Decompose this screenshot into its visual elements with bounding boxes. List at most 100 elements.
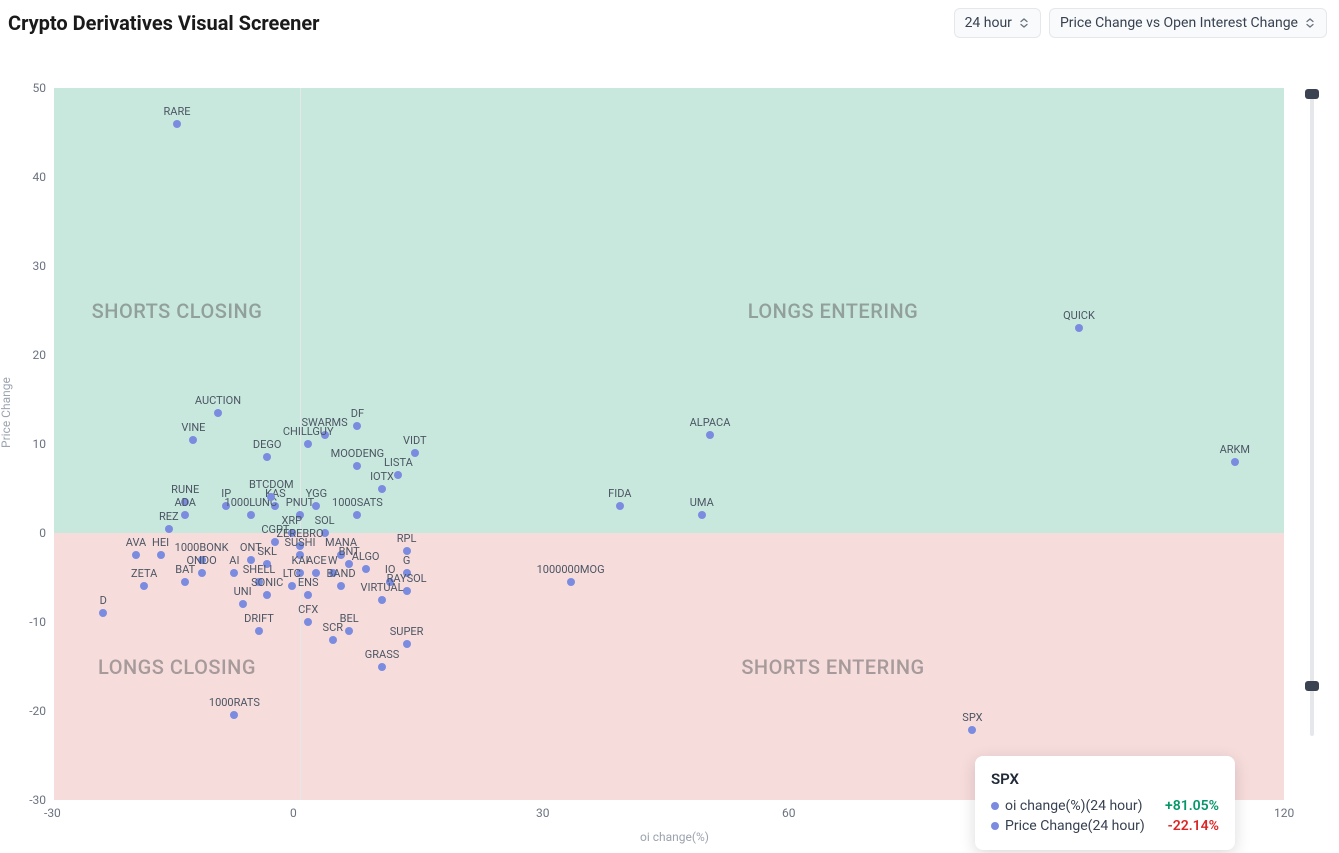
data-point[interactable] — [567, 578, 575, 586]
data-point[interactable] — [132, 551, 140, 559]
data-point[interactable] — [329, 636, 337, 644]
data-point[interactable] — [198, 569, 206, 577]
timeframe-label: 24 hour — [965, 15, 1012, 31]
data-point[interactable] — [214, 409, 222, 417]
data-point[interactable] — [345, 560, 353, 568]
data-point[interactable] — [157, 551, 165, 559]
data-point[interactable] — [1075, 324, 1083, 332]
data-point[interactable] — [267, 493, 275, 501]
data-point[interactable] — [403, 569, 411, 577]
x-tick: 0 — [290, 806, 297, 820]
tooltip-row: Price Change(24 hour) -22.14% — [991, 816, 1219, 836]
tooltip-row-value: +81.05% — [1165, 798, 1219, 814]
data-point[interactable] — [616, 502, 624, 510]
data-point[interactable] — [337, 582, 345, 590]
data-point[interactable] — [337, 551, 345, 559]
tooltip-dot-icon — [991, 822, 999, 830]
data-point[interactable] — [378, 596, 386, 604]
timeframe-dropdown[interactable]: 24 hour — [954, 8, 1041, 38]
data-point[interactable] — [411, 449, 419, 457]
data-point[interactable] — [173, 120, 181, 128]
data-point[interactable] — [99, 609, 107, 617]
y-tick: -10 — [16, 615, 46, 629]
data-point[interactable] — [698, 511, 706, 519]
quadrant-top — [54, 88, 1284, 533]
data-point[interactable] — [296, 569, 304, 577]
data-point[interactable] — [403, 547, 411, 555]
data-point[interactable] — [296, 542, 304, 550]
data-point[interactable] — [321, 529, 329, 537]
data-point[interactable] — [968, 726, 976, 734]
x-axis-label: oi change(%) — [640, 830, 709, 844]
data-point[interactable] — [288, 529, 296, 537]
data-point[interactable] — [247, 556, 255, 564]
x-tick: 120 — [1274, 806, 1294, 820]
x-zero-line — [300, 88, 301, 800]
data-point[interactable] — [321, 431, 329, 439]
data-point[interactable] — [239, 600, 247, 608]
metric-dropdown[interactable]: Price Change vs Open Interest Change — [1049, 8, 1327, 38]
data-point[interactable] — [312, 502, 320, 510]
y-tick: 50 — [16, 81, 46, 95]
data-point[interactable] — [345, 627, 353, 635]
tooltip-row: oi change(%)(24 hour) +81.05% — [991, 796, 1219, 816]
point-tooltip: SPX oi change(%)(24 hour)+81.05%Price Ch… — [975, 756, 1235, 850]
data-point[interactable] — [304, 591, 312, 599]
data-point[interactable] — [296, 511, 304, 519]
data-point[interactable] — [140, 582, 148, 590]
tooltip-row-value: -22.14% — [1168, 818, 1219, 834]
y-tick: 10 — [16, 437, 46, 451]
data-point[interactable] — [288, 582, 296, 590]
data-point[interactable] — [271, 502, 279, 510]
data-point[interactable] — [362, 565, 370, 573]
data-point[interactable] — [263, 453, 271, 461]
data-point[interactable] — [378, 485, 386, 493]
data-point[interactable] — [403, 587, 411, 595]
y-range-handle-bottom[interactable] — [1305, 681, 1319, 691]
y-range-handle-top[interactable] — [1305, 89, 1319, 99]
tooltip-dot-icon — [991, 802, 999, 810]
y-tick: 20 — [16, 348, 46, 362]
data-point[interactable] — [353, 511, 361, 519]
y-range-slider[interactable] — [1310, 90, 1314, 736]
data-point[interactable] — [189, 436, 197, 444]
data-point[interactable] — [263, 560, 271, 568]
data-point[interactable] — [271, 538, 279, 546]
data-point[interactable] — [255, 627, 263, 635]
data-point[interactable] — [403, 640, 411, 648]
data-point[interactable] — [255, 578, 263, 586]
y-tick: 0 — [16, 526, 46, 540]
data-point[interactable] — [304, 440, 312, 448]
data-point[interactable] — [165, 525, 173, 533]
x-tick: 60 — [782, 806, 796, 820]
data-point[interactable] — [353, 462, 361, 470]
tooltip-row-label: oi change(%)(24 hour) — [1005, 798, 1142, 814]
data-point[interactable] — [378, 663, 386, 671]
data-point[interactable] — [304, 618, 312, 626]
chevron-updown-icon — [1304, 17, 1316, 29]
data-point[interactable] — [706, 431, 714, 439]
data-point[interactable] — [263, 591, 271, 599]
data-point[interactable] — [312, 569, 320, 577]
data-point[interactable] — [230, 569, 238, 577]
y-tick: -20 — [16, 704, 46, 718]
data-point[interactable] — [353, 422, 361, 430]
data-point[interactable] — [198, 556, 206, 564]
data-point[interactable] — [1231, 458, 1239, 466]
y-tick: 40 — [16, 170, 46, 184]
data-point[interactable] — [181, 511, 189, 519]
data-point[interactable] — [394, 471, 402, 479]
data-point[interactable] — [386, 578, 394, 586]
data-point[interactable] — [296, 551, 304, 559]
data-point[interactable] — [222, 502, 230, 510]
x-tick: 30 — [536, 806, 550, 820]
data-point[interactable] — [247, 511, 255, 519]
data-point[interactable] — [181, 578, 189, 586]
data-point[interactable] — [181, 498, 189, 506]
scatter-chart[interactable]: SHORTS CLOSINGLONGS ENTERINGLONGS CLOSIN… — [10, 48, 1330, 848]
data-point[interactable] — [329, 569, 337, 577]
data-point[interactable] — [230, 711, 238, 719]
tooltip-row-label: Price Change(24 hour) — [1005, 818, 1145, 834]
y-tick: -30 — [16, 793, 46, 807]
y-axis-label: Price Change — [0, 377, 13, 448]
